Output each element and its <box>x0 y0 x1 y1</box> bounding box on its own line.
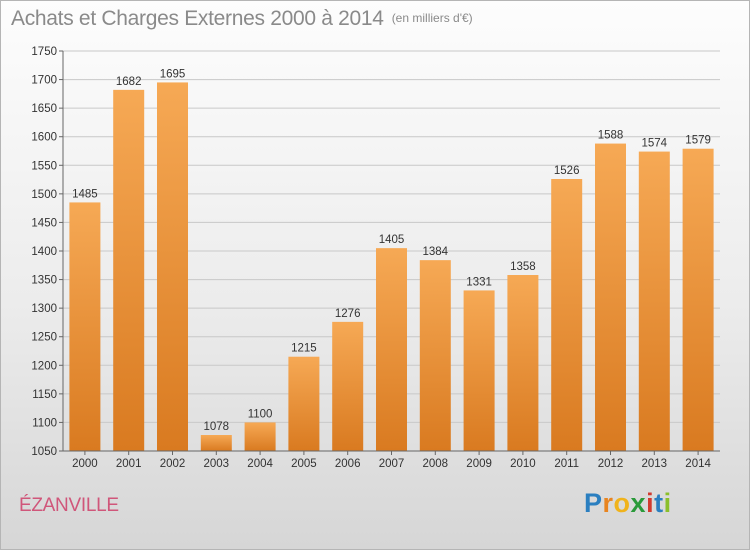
x-tick-label: 2011 <box>554 458 579 470</box>
x-tick-label: 2000 <box>72 458 98 470</box>
x-tick-label: 2005 <box>291 458 317 470</box>
y-tick-label: 1550 <box>31 160 57 172</box>
x-tick-label: 2002 <box>160 458 186 470</box>
x-tick-label: 2004 <box>247 458 273 470</box>
commune-name: ÉZANVILLE <box>19 495 119 516</box>
axes <box>59 50 720 455</box>
chart-title: Achats et Charges Externes 2000 à 2014 (e… <box>11 7 473 31</box>
y-tick-label: 1100 <box>32 417 57 429</box>
logo-letter: t <box>654 488 664 518</box>
bar-2004 <box>244 422 276 451</box>
logo-letter: i <box>646 488 655 518</box>
logo-letter: x <box>630 488 647 518</box>
bar-2007 <box>376 248 407 451</box>
y-tick-label: 1350 <box>31 275 57 287</box>
x-tick-label: 2009 <box>466 458 492 470</box>
bar-2008 <box>419 260 451 451</box>
y-tick-label: 1500 <box>31 189 57 201</box>
data-label: 1682 <box>116 76 142 88</box>
data-label: 1384 <box>423 246 449 258</box>
x-tick-label: 2010 <box>510 458 536 470</box>
y-tick-label: 1650 <box>31 103 57 115</box>
bar-2010 <box>507 275 539 451</box>
bars <box>69 82 714 452</box>
logo-letter: r <box>602 488 614 518</box>
bar-2006 <box>332 321 364 451</box>
y-tick-label: 1250 <box>31 332 57 344</box>
x-tick-label: 2007 <box>379 458 405 470</box>
bar-2005 <box>288 356 320 451</box>
y-tick-label: 1600 <box>31 132 57 144</box>
x-tick-label: 2001 <box>116 458 142 470</box>
bar-2014 <box>682 148 714 451</box>
x-tick-label: 2008 <box>423 458 449 470</box>
x-tick-label: 2006 <box>335 458 361 470</box>
data-label: 1695 <box>160 68 186 80</box>
bar-2013 <box>638 151 670 452</box>
bar-2000 <box>69 202 101 451</box>
y-tick-label: 1050 <box>31 446 57 458</box>
y-tick-label: 1150 <box>32 389 57 401</box>
bar-2012 <box>595 143 626 452</box>
data-label: 1358 <box>510 261 536 273</box>
data-label: 1215 <box>291 343 317 355</box>
data-label: 1588 <box>598 130 624 142</box>
data-label: 1579 <box>685 135 711 147</box>
y-tick-label: 1300 <box>31 303 57 315</box>
bar-2009 <box>463 290 495 451</box>
bar-2003 <box>200 435 232 451</box>
proxiti-logo[interactable]: Proxiti <box>584 488 672 519</box>
x-tick-label: 2013 <box>642 458 668 470</box>
data-label: 1100 <box>248 408 273 420</box>
data-label: 1574 <box>642 138 668 150</box>
chart-title-text: Achats et Charges Externes 2000 à 2014 <box>11 7 384 30</box>
y-tick-label: 1200 <box>31 360 57 372</box>
y-tick-label: 1700 <box>31 75 57 87</box>
x-tick-label: 2012 <box>598 458 624 470</box>
y-tick-label: 1450 <box>31 217 57 229</box>
data-label: 1331 <box>466 276 492 288</box>
data-label: 1405 <box>379 234 405 246</box>
chart-unit: (en milliers d'€) <box>391 11 473 25</box>
labels: 1050 1100 1150 1200 1250 1300 1350 1400 1450 1500… <box>31 46 711 470</box>
y-tick-label: 1750 <box>31 46 57 58</box>
bar-2001 <box>113 89 145 451</box>
bar-2002 <box>157 82 188 451</box>
x-tick-label: 2003 <box>204 458 230 470</box>
data-label: 1485 <box>72 188 98 200</box>
logo-letter: P <box>584 488 603 518</box>
data-label: 1276 <box>335 308 361 320</box>
logo-letter: o <box>613 488 631 518</box>
logo-letter: i <box>663 488 672 518</box>
bar-2011 <box>551 179 583 451</box>
y-tick-label: 1400 <box>31 246 57 258</box>
x-tick-label: 2014 <box>685 458 711 470</box>
data-label: 1078 <box>204 421 230 433</box>
data-label: 1526 <box>554 165 580 177</box>
